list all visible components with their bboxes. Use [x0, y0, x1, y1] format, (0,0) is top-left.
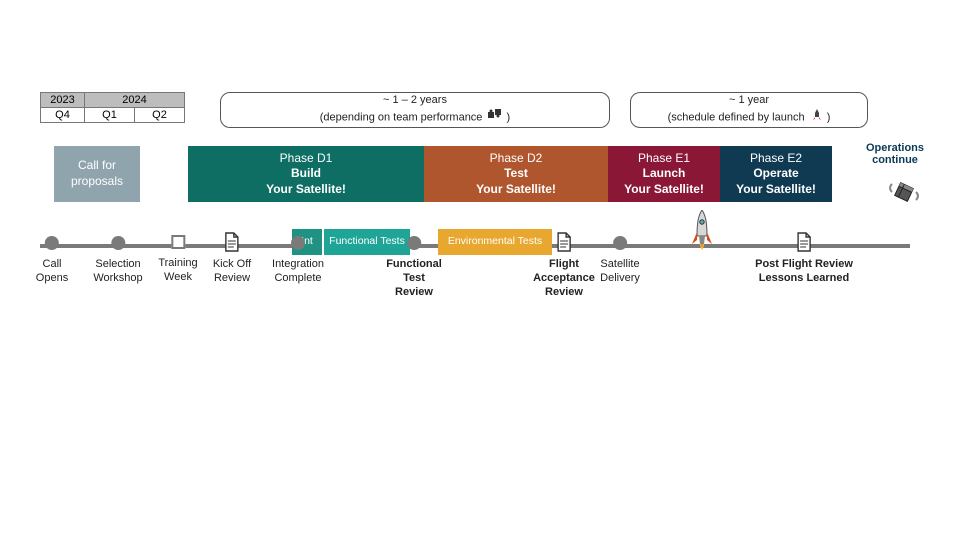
milestone-label: SelectionWorkshop — [93, 258, 142, 286]
milestone-label: FlightAcceptanceReview — [533, 258, 595, 299]
phase-title: Phase E1 — [638, 151, 690, 167]
rocket-icon — [691, 210, 713, 267]
duration-line2-suffix: ) — [827, 111, 831, 123]
milestone-square-icon — [171, 235, 185, 249]
milestone: TrainingWeek — [158, 236, 197, 285]
milestone: Kick OffReview — [213, 236, 251, 286]
quarter-table-quarter-row: Q4 Q1 Q2 — [41, 108, 185, 123]
phase-action-sub: Your Satellite! — [476, 182, 556, 198]
phase-action-sub: Your Satellite! — [266, 182, 346, 198]
milestone-label: CallOpens — [36, 258, 68, 286]
document-icon — [796, 232, 812, 252]
milestone-label: Kick OffReview — [213, 258, 251, 286]
top-row: 2023 2024 Q4 Q1 Q2 ~ 1 – 2 years (depend… — [40, 92, 920, 128]
milestone: SatelliteDelivery — [600, 236, 640, 286]
diagram-root: 2023 2024 Q4 Q1 Q2 ~ 1 – 2 years (depend… — [40, 92, 920, 350]
phase-action: Launch — [643, 166, 686, 182]
milestone-dot-icon — [111, 236, 125, 250]
phase-block-call: Call for proposals — [54, 146, 140, 202]
phase-row: Phase E2OperateYour Satellite!Phase E1La… — [40, 146, 920, 202]
duration-line2-prefix: (depending on team performance — [320, 111, 486, 123]
duration-box-phase-d: ~ 1 – 2 years (depending on team perform… — [220, 92, 610, 128]
milestone-label: Post Flight ReviewLessons Learned — [755, 258, 853, 286]
phase-action-sub: Your Satellite! — [736, 182, 816, 198]
duration-line2: (depending on team performance ) — [221, 108, 609, 127]
phase-title: Phase D1 — [280, 151, 333, 167]
milestone-label: FunctionalTestReview — [386, 258, 442, 299]
document-icon — [556, 232, 572, 252]
duration-line1: ~ 1 year — [631, 94, 867, 108]
document-icon — [224, 232, 240, 252]
phase-label: Call for proposals — [54, 158, 140, 189]
milestone-label: SatelliteDelivery — [600, 258, 640, 286]
phase-title: Phase E2 — [750, 151, 802, 167]
operations-continue-label: Operations continue — [850, 142, 940, 166]
duration-line2-suffix: ) — [507, 111, 511, 123]
quarter-table-year-row: 2023 2024 — [41, 93, 185, 108]
milestone: FunctionalTestReview — [386, 236, 442, 299]
quarter-cell: Q2 — [135, 108, 185, 123]
milestone: SelectionWorkshop — [93, 236, 142, 286]
milestone-dot-icon — [407, 236, 421, 250]
milestone-dot-icon — [613, 236, 627, 250]
timeline: IntFunctional TestsEnvironmental TestsCa… — [40, 230, 920, 350]
duration-line2-prefix: (schedule defined by launch — [668, 111, 805, 123]
milestone: CallOpens — [36, 236, 68, 286]
puzzle-icon — [487, 108, 503, 127]
phase-action-sub: Your Satellite! — [624, 182, 704, 198]
phase-action: Test — [504, 166, 528, 182]
phase-action: Operate — [753, 166, 798, 182]
quarter-table: 2023 2024 Q4 Q1 Q2 — [40, 92, 185, 123]
quarter-cell: Q4 — [41, 108, 85, 123]
phase-title: Phase D2 — [490, 151, 543, 167]
milestone — [691, 236, 713, 263]
quarter-cell: Q1 — [85, 108, 135, 123]
duration-box-phase-e: ~ 1 year (schedule defined by launch ) — [630, 92, 868, 128]
year-cell: 2023 — [41, 93, 85, 108]
phase-block-d1: Phase D1BuildYour Satellite! — [188, 146, 424, 202]
phase-block-e2: Phase E2OperateYour Satellite! — [720, 146, 832, 202]
milestone: IntegrationComplete — [272, 236, 324, 286]
milestone-dot-icon — [291, 236, 305, 250]
rocket-small-icon — [810, 108, 824, 127]
milestone: FlightAcceptanceReview — [533, 236, 595, 299]
milestone-label: IntegrationComplete — [272, 258, 324, 286]
duration-line2: (schedule defined by launch ) — [631, 108, 867, 127]
phase-action: Build — [291, 166, 321, 182]
duration-line1: ~ 1 – 2 years — [221, 94, 609, 108]
milestone-dot-icon — [45, 236, 59, 250]
milestone-label: TrainingWeek — [158, 257, 197, 285]
phase-block-e1: Phase E1LaunchYour Satellite! — [608, 146, 720, 202]
cubesat-icon — [884, 172, 924, 212]
year-cell: 2024 — [85, 93, 185, 108]
phase-block-d2: Phase D2TestYour Satellite! — [424, 146, 608, 202]
milestone: Post Flight ReviewLessons Learned — [755, 236, 853, 286]
